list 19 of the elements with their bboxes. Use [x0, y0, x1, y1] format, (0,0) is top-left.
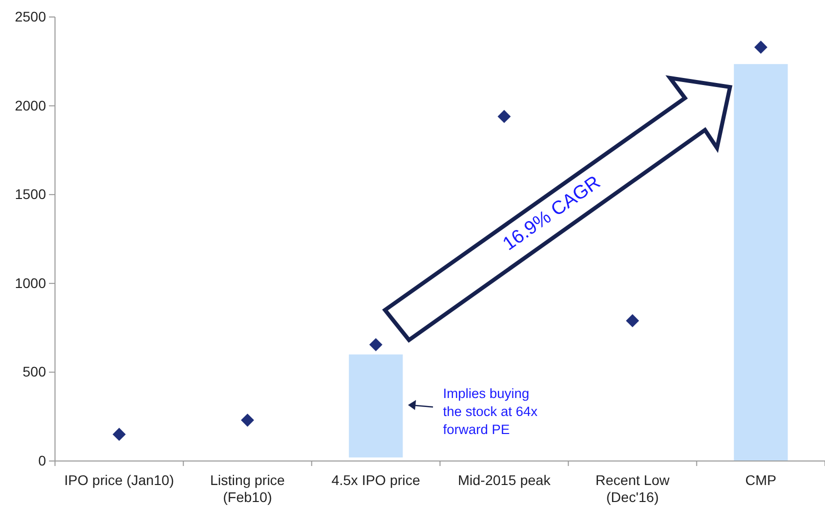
- x-tick-label: Listing price (Feb10): [210, 472, 286, 505]
- x-tick-label: 4.5x IPO price: [331, 472, 420, 488]
- y-tick-label: 2500: [14, 8, 46, 24]
- point: [498, 110, 511, 124]
- x-tick-label: Mid-2015 peak: [458, 472, 552, 488]
- x-tick-label: CMP: [745, 472, 776, 488]
- x-tick-label: IPO price (Jan10): [64, 472, 174, 488]
- point: [112, 428, 126, 441]
- x-tick-label: Recent Low (Dec'16): [596, 472, 670, 505]
- y-tick-label: 2000: [14, 97, 46, 114]
- point: [240, 414, 254, 427]
- y-tick-label: 500: [22, 364, 46, 380]
- point: [369, 338, 382, 352]
- y-tick-label: 1500: [14, 186, 46, 202]
- y-tick-label: 1000: [14, 274, 46, 291]
- point: [754, 40, 768, 54]
- point: [626, 314, 640, 328]
- annotation: Implies buying the stock at 64x forward PE: [443, 386, 538, 437]
- y-tick-label: 0: [38, 452, 46, 468]
